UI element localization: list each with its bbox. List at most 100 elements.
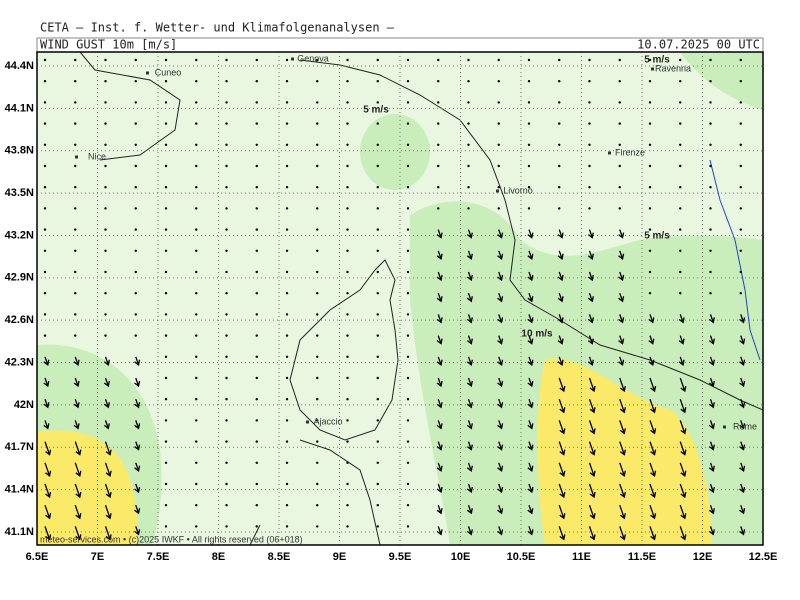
wind-dot [467,80,470,83]
wind-dot [346,504,349,507]
wind-arrow [527,377,534,388]
wind-dot [43,143,47,146]
wind-dot [134,186,137,189]
wind-dot [164,355,168,358]
wind-dot [285,313,289,316]
wind-arrow [587,335,594,345]
wind-dot [285,440,289,443]
wind-arrow [588,504,596,520]
wind-dot [346,461,349,464]
lat-label: 41.4N [5,484,34,496]
wind-dot [43,334,47,337]
wind-dot [527,80,531,83]
wind-arrow [497,504,504,515]
wind-dot [134,249,137,252]
wind-dot [406,461,410,464]
wind-arrow [436,483,443,494]
wind-dot [346,334,349,337]
wind-arrow [739,356,746,366]
wind-arrow [134,420,141,430]
wind-dot [195,58,198,62]
credit: meteo-services.com • (c)2025 IWKF • All … [40,534,303,544]
wind-arrow [739,441,746,451]
gust-zone [360,114,430,190]
wind-dot [134,143,137,146]
wind-dot [43,164,47,168]
wind-dot [739,122,742,125]
wind-arrow [649,526,657,541]
wind-arrow [739,335,746,345]
wind-dot [648,122,652,125]
wind-dot [346,525,349,528]
wind-dot [588,186,591,189]
wind-arrow [436,271,443,282]
wind-arrow [74,526,82,541]
wind-arrow [134,377,141,388]
wind-dot [43,101,47,104]
wind-arrow [678,335,685,345]
wind-dot [195,334,198,337]
wind-dot [739,292,742,295]
wind-dot [346,58,349,62]
wind-arrow [436,250,443,260]
wind-dot [255,122,258,125]
wind-dot [588,80,591,83]
wind-dot [588,164,591,168]
wind-arrow [497,377,504,388]
wind-arrow [618,271,625,282]
wind-dot [648,270,652,274]
wind-dot [497,101,500,104]
wind-dot [164,143,168,146]
wind-dot [679,228,682,231]
header-title: CETA – Inst. f. Wetter- und Klimafolgena… [40,21,395,35]
wind-dot [406,249,410,252]
wind-dot [43,249,47,252]
wind-dot [376,143,379,146]
wind-dot [195,313,198,316]
wind-arrow [104,483,112,499]
wind-dot [134,334,137,337]
wind-dot [74,101,77,104]
wind-dot [618,101,621,104]
wind-dot [346,270,349,274]
wind-dot [285,482,289,486]
wind-arrow [436,420,443,430]
wind-arrow [619,377,626,393]
wind-dot [134,122,137,125]
wind-dot [74,186,77,189]
wind-dot [437,80,440,83]
wind-arrow [558,526,566,541]
wind-dot [527,58,531,62]
wind-dot [225,207,228,210]
wind-arrow [44,441,52,456]
place-marker [75,155,78,159]
wind-arrow [497,483,504,494]
wind-dot [285,101,289,104]
wind-dot [467,101,470,104]
wind-dot [316,461,319,464]
wind-dot [164,419,168,422]
place-marker [496,189,499,193]
wind-arrow [557,356,564,366]
wind-arrow [708,504,715,515]
wind-arrow [466,314,473,324]
wind-dot [285,80,289,83]
wind-arrow [587,271,594,282]
wind-dot [195,419,198,422]
wind-arrow [708,377,715,388]
place-label: Rome [733,421,757,431]
wind-dot [316,525,319,528]
wind-dot [316,122,319,125]
wind-dot [406,80,410,83]
lon-label: 10.5E [507,551,536,563]
wind-arrow [527,398,534,409]
wind-arrow [497,229,504,239]
wind-dot [497,58,500,62]
wind-arrow [587,356,594,366]
wind-dot [255,419,258,422]
wind-arrow [618,335,625,345]
wind-dot [43,313,47,316]
wind-arrow [557,229,564,239]
lon-label: 8E [212,551,225,563]
